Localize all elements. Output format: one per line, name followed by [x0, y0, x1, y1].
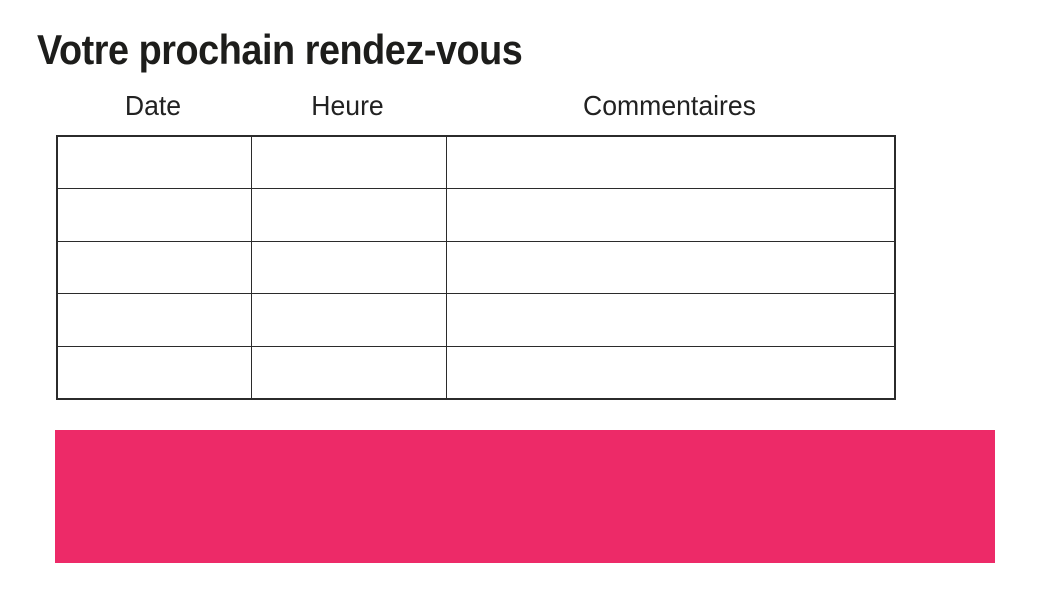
table-cell [250, 188, 447, 242]
table-cell [250, 240, 447, 294]
table-cell [445, 240, 896, 294]
column-header-commentaires: Commentaires [583, 90, 756, 121]
table-cell [56, 240, 252, 294]
page-title: Votre prochain rendez-vous [37, 26, 523, 73]
table-cell [56, 293, 252, 347]
column-header-heure: Heure [311, 90, 384, 121]
table-row [56, 240, 896, 294]
table-cell [250, 293, 447, 347]
table-cell [56, 135, 252, 189]
table-cell [56, 188, 252, 242]
table-row [56, 293, 896, 347]
accent-banner [55, 430, 995, 563]
table-cell [445, 135, 896, 189]
table-row [56, 345, 896, 399]
column-header-date: Date [124, 90, 182, 121]
table-column-headers: Date Heure Commentaires [56, 90, 894, 122]
table-cell [56, 345, 252, 399]
table-cell [250, 135, 447, 189]
table-cell [445, 345, 896, 399]
appointments-table [56, 135, 896, 400]
table-cell [250, 345, 447, 399]
table-row [56, 188, 896, 242]
table-row [56, 135, 896, 189]
table-cell [445, 293, 896, 347]
appointments-table-body [56, 135, 896, 399]
table-cell [445, 188, 896, 242]
